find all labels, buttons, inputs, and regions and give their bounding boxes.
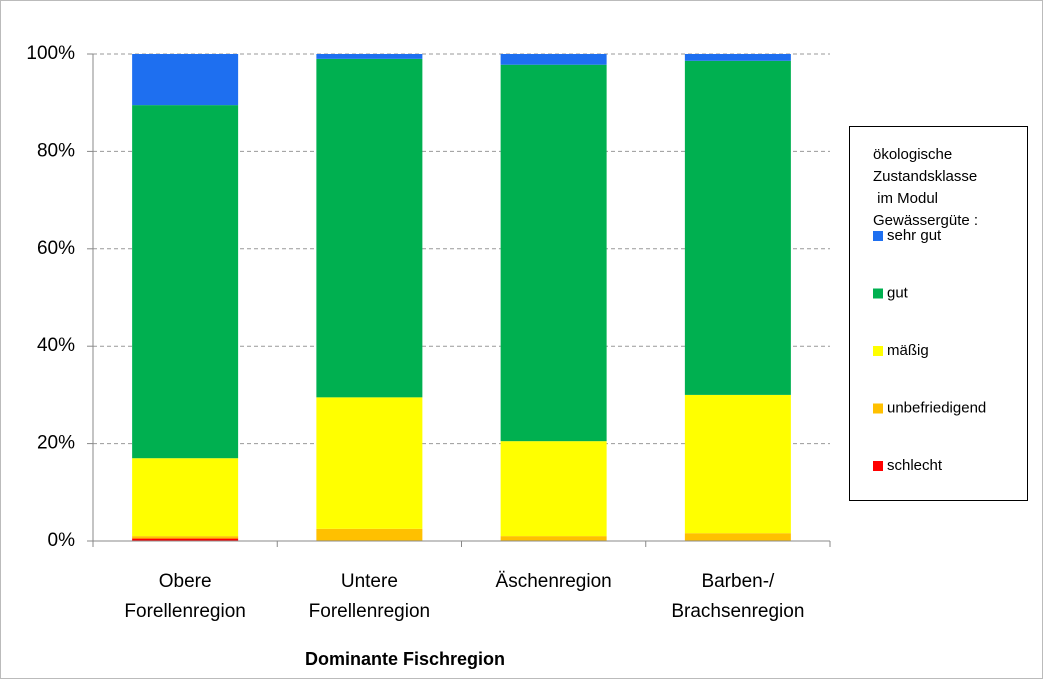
legend-label: sehr gut <box>887 227 942 244</box>
y-tick-label: 40% <box>37 335 75 356</box>
legend-swatch <box>873 346 883 356</box>
x-tick-label: Untere Forellenregion <box>309 571 430 622</box>
x-tick-label: Obere Forellenregion <box>124 571 245 622</box>
legend-swatch <box>873 461 883 471</box>
legend-title: ökologische <box>873 146 952 163</box>
legend-title: Gewässergüte : <box>873 212 978 229</box>
bar-segment <box>500 441 607 537</box>
bar-segment <box>316 58 423 398</box>
legend-title: im Modul <box>873 190 938 207</box>
bar-segment <box>132 458 239 537</box>
x-tick-label: Äschenregion <box>496 571 612 592</box>
bar-segment <box>500 64 607 442</box>
bar-segment <box>500 536 607 541</box>
x-axis-label: Dominante Fischregion <box>305 649 505 669</box>
legend-label: gut <box>887 284 909 301</box>
bar-segment <box>132 54 239 106</box>
legend-swatch <box>873 403 883 414</box>
bar-segment <box>684 533 791 541</box>
y-tick-label: 0% <box>48 530 76 551</box>
bar-segment <box>316 54 423 59</box>
legend-swatch <box>873 231 883 241</box>
bar-segment <box>500 54 607 65</box>
bar-segment <box>684 60 791 395</box>
bar-segment <box>684 54 791 61</box>
legend-box <box>849 126 1028 501</box>
bar-segment <box>684 394 791 534</box>
bar-segment <box>132 105 239 459</box>
bar-segment <box>316 528 423 541</box>
legend-label: schlecht <box>887 457 943 474</box>
legend-label: mäßig <box>887 342 929 359</box>
y-tick-label: 20% <box>37 433 75 454</box>
x-tick-label: Barben-/Brachsenregion <box>671 571 804 622</box>
y-tick-label: 60% <box>37 238 75 259</box>
bar-segment <box>132 538 239 541</box>
legend-swatch <box>873 288 883 299</box>
bar-segment <box>132 536 239 539</box>
bar-segment <box>316 397 423 529</box>
y-tick-label: 80% <box>37 140 75 161</box>
legend-label: unbefriedigend <box>887 399 986 416</box>
legend-title: Zustandsklasse <box>873 168 977 185</box>
y-tick-label: 100% <box>26 43 75 64</box>
